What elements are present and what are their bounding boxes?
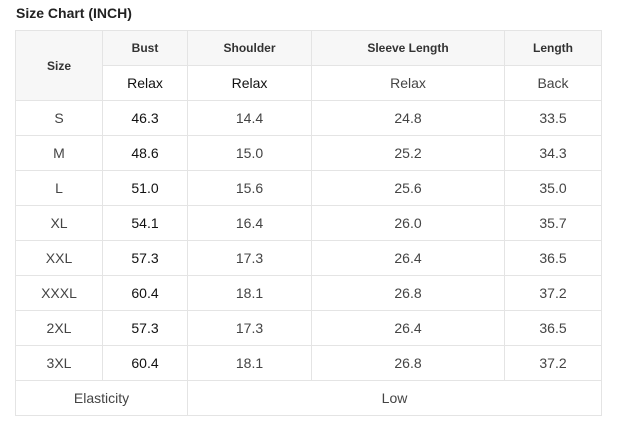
subheader-length: Back bbox=[504, 65, 602, 101]
header-bust: Bust bbox=[102, 30, 188, 66]
sleeve-length-cell: 26.0 bbox=[311, 205, 505, 241]
shoulder-cell: 14.4 bbox=[187, 100, 312, 136]
header-sleeve-length: Sleeve Length bbox=[311, 30, 505, 66]
bust-cell: 57.3 bbox=[102, 310, 188, 346]
size-cell: 2XL bbox=[15, 310, 103, 346]
sleeve-length-cell: 24.8 bbox=[311, 100, 505, 136]
page-title: Size Chart (INCH) bbox=[16, 5, 132, 21]
shoulder-cell: 16.4 bbox=[187, 205, 312, 241]
sleeve-length-cell: 26.8 bbox=[311, 275, 505, 311]
bust-cell: 60.4 bbox=[102, 275, 188, 311]
subheader-shoulder: Relax bbox=[187, 65, 312, 101]
shoulder-cell: 15.0 bbox=[187, 135, 312, 171]
length-cell: 37.2 bbox=[504, 345, 602, 381]
length-cell: 36.5 bbox=[504, 310, 602, 346]
length-cell: 37.2 bbox=[504, 275, 602, 311]
footer-row: Elasticity Low bbox=[15, 380, 602, 416]
elasticity-label: Elasticity bbox=[15, 380, 188, 416]
size-cell: 3XL bbox=[15, 345, 103, 381]
header-size: Size bbox=[15, 30, 103, 101]
table-row: S 46.3 14.4 24.8 33.5 bbox=[15, 100, 602, 136]
shoulder-cell: 18.1 bbox=[187, 275, 312, 311]
length-cell: 35.7 bbox=[504, 205, 602, 241]
bust-cell: 57.3 bbox=[102, 240, 188, 276]
bust-cell: 54.1 bbox=[102, 205, 188, 241]
subheader-bust: Relax bbox=[102, 65, 188, 101]
size-cell: XXL bbox=[15, 240, 103, 276]
length-cell: 35.0 bbox=[504, 170, 602, 206]
sleeve-length-cell: 26.4 bbox=[311, 310, 505, 346]
shoulder-cell: 17.3 bbox=[187, 240, 312, 276]
bust-cell: 51.0 bbox=[102, 170, 188, 206]
bust-cell: 48.6 bbox=[102, 135, 188, 171]
sleeve-length-cell: 26.4 bbox=[311, 240, 505, 276]
header-row: Size Bust Shoulder Sleeve Length Length bbox=[15, 30, 602, 101]
length-cell: 33.5 bbox=[504, 100, 602, 136]
subheader-sleeve-length: Relax bbox=[311, 65, 505, 101]
table-row: 2XL 57.3 17.3 26.4 36.5 bbox=[15, 310, 602, 346]
sleeve-length-cell: 26.8 bbox=[311, 345, 505, 381]
size-cell: M bbox=[15, 135, 103, 171]
header-length: Length bbox=[504, 30, 602, 66]
table-row: XXL 57.3 17.3 26.4 36.5 bbox=[15, 240, 602, 276]
table-row: 3XL 60.4 18.1 26.8 37.2 bbox=[15, 345, 602, 381]
sleeve-length-cell: 25.2 bbox=[311, 135, 505, 171]
length-cell: 36.5 bbox=[504, 240, 602, 276]
size-cell: XL bbox=[15, 205, 103, 241]
shoulder-cell: 18.1 bbox=[187, 345, 312, 381]
length-cell: 34.3 bbox=[504, 135, 602, 171]
bust-cell: 60.4 bbox=[102, 345, 188, 381]
shoulder-cell: 15.6 bbox=[187, 170, 312, 206]
table-row: L 51.0 15.6 25.6 35.0 bbox=[15, 170, 602, 206]
table-row: XXXL 60.4 18.1 26.8 37.2 bbox=[15, 275, 602, 311]
shoulder-cell: 17.3 bbox=[187, 310, 312, 346]
table-row: XL 54.1 16.4 26.0 35.7 bbox=[15, 205, 602, 241]
subheader-row: Relax Relax Relax Back bbox=[16, 65, 602, 101]
bust-cell: 46.3 bbox=[102, 100, 188, 136]
size-cell: XXXL bbox=[15, 275, 103, 311]
table-row: M 48.6 15.0 25.2 34.3 bbox=[15, 135, 602, 171]
size-chart-table: Size Bust Shoulder Sleeve Length Length … bbox=[15, 30, 602, 416]
size-cell: S bbox=[15, 100, 103, 136]
header-shoulder: Shoulder bbox=[187, 30, 312, 66]
size-cell: L bbox=[15, 170, 103, 206]
elasticity-value: Low bbox=[187, 380, 602, 416]
sleeve-length-cell: 25.6 bbox=[311, 170, 505, 206]
